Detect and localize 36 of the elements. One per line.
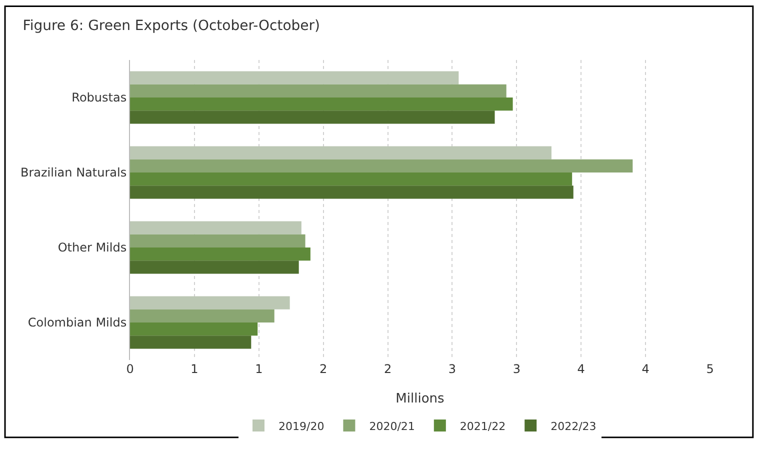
bar	[130, 309, 274, 322]
y-tick-label: Other Milds	[58, 240, 127, 255]
bar	[130, 146, 552, 160]
y-tick-label: Robustas	[72, 90, 127, 105]
x-tick-label: 4	[642, 362, 650, 376]
x-tick-label: 3	[512, 362, 520, 376]
bar	[130, 186, 574, 199]
bar	[130, 110, 495, 124]
bar	[130, 322, 258, 336]
bar	[130, 336, 252, 349]
bar	[130, 84, 506, 98]
bar	[130, 221, 302, 234]
y-tick-label: Colombian Milds	[28, 316, 127, 330]
x-tick-label: 2	[320, 362, 328, 376]
y-tick-label: Brazilian Naturals	[20, 166, 127, 180]
bar	[130, 159, 633, 172]
x-tick-label: 4	[577, 362, 585, 376]
x-axis-title: Millions	[396, 392, 445, 407]
x-tick-label: 2	[384, 362, 392, 376]
bar	[130, 234, 306, 248]
bar	[130, 172, 572, 186]
bar	[130, 98, 513, 111]
x-tick-label: 3	[448, 362, 456, 376]
bar	[130, 248, 310, 261]
x-tick-label: 0	[126, 362, 134, 376]
legend-label: 2022/23	[550, 420, 596, 433]
bar	[130, 260, 299, 274]
bar	[130, 296, 290, 310]
legend-label: 2019/20	[278, 420, 324, 433]
chart-title: Figure 6: Green Exports (October-October)	[22, 18, 320, 34]
x-tick-label: 1	[190, 362, 198, 376]
x-tick-label: 5	[706, 362, 714, 376]
legend-label: 2021/22	[460, 420, 506, 433]
legend-label: 2020/21	[369, 420, 415, 433]
bar	[130, 71, 459, 84]
x-tick-label: 1	[255, 362, 263, 376]
